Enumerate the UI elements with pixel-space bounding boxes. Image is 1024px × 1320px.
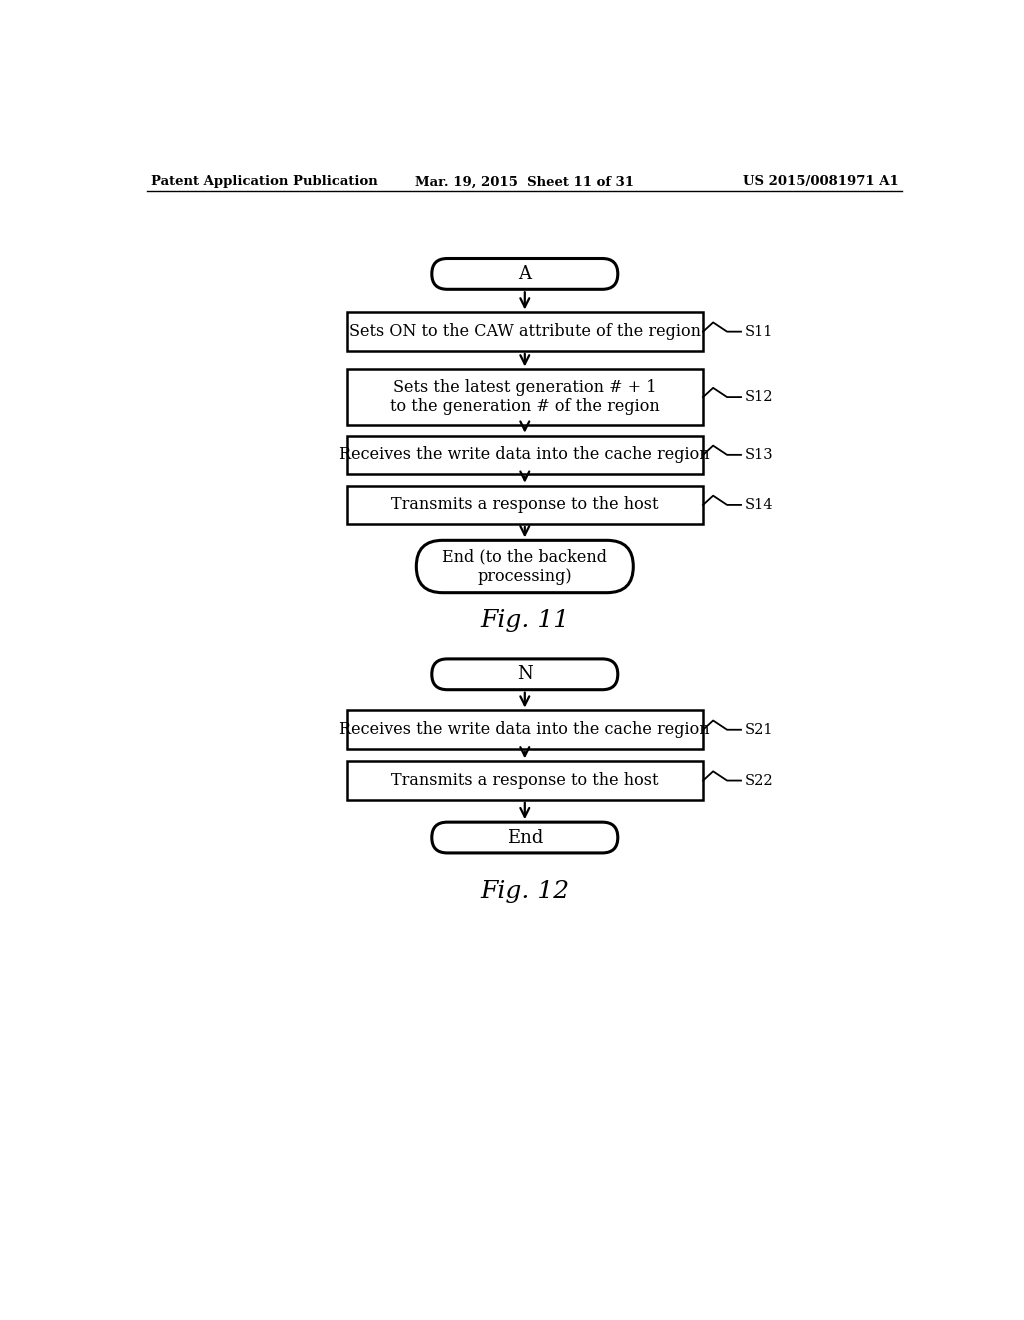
Text: Sets the latest generation # + 1
to the generation # of the region: Sets the latest generation # + 1 to the … <box>390 379 659 416</box>
Text: Mar. 19, 2015  Sheet 11 of 31: Mar. 19, 2015 Sheet 11 of 31 <box>416 176 634 189</box>
Text: Receives the write data into the cache region: Receives the write data into the cache r… <box>340 446 710 463</box>
FancyBboxPatch shape <box>346 762 703 800</box>
FancyBboxPatch shape <box>346 370 703 425</box>
FancyBboxPatch shape <box>432 822 617 853</box>
Text: S12: S12 <box>744 391 773 404</box>
FancyBboxPatch shape <box>432 259 617 289</box>
Text: Sets ON to the CAW attribute of the region: Sets ON to the CAW attribute of the regi… <box>349 323 700 341</box>
FancyBboxPatch shape <box>432 659 617 689</box>
Text: S13: S13 <box>744 447 773 462</box>
Text: S14: S14 <box>744 498 773 512</box>
Text: S11: S11 <box>744 325 773 339</box>
FancyBboxPatch shape <box>346 313 703 351</box>
Text: End: End <box>507 829 543 846</box>
FancyBboxPatch shape <box>417 540 633 593</box>
Text: S22: S22 <box>744 774 773 788</box>
Text: A: A <box>518 265 531 282</box>
FancyBboxPatch shape <box>346 486 703 524</box>
Text: Patent Application Publication: Patent Application Publication <box>152 176 378 189</box>
FancyBboxPatch shape <box>346 710 703 748</box>
Text: US 2015/0081971 A1: US 2015/0081971 A1 <box>742 176 898 189</box>
Text: N: N <box>517 665 532 684</box>
Text: Transmits a response to the host: Transmits a response to the host <box>391 496 658 513</box>
Text: Fig. 11: Fig. 11 <box>480 609 569 632</box>
Text: Receives the write data into the cache region: Receives the write data into the cache r… <box>340 721 710 738</box>
FancyBboxPatch shape <box>346 436 703 474</box>
Text: S21: S21 <box>744 723 773 737</box>
Text: End (to the backend
processing): End (to the backend processing) <box>442 548 607 585</box>
Text: Transmits a response to the host: Transmits a response to the host <box>391 772 658 789</box>
Text: Fig. 12: Fig. 12 <box>480 880 569 903</box>
